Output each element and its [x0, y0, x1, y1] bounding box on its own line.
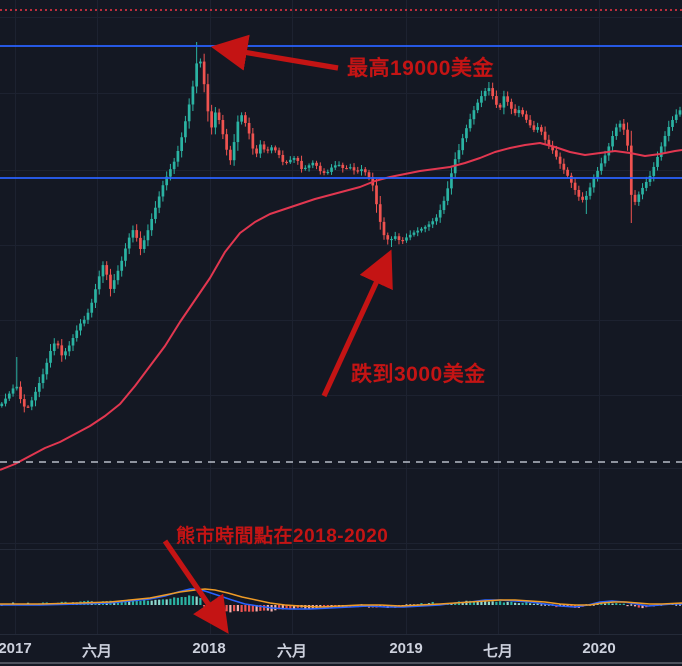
axis-tick-2018: 2018: [192, 640, 226, 657]
window-bottom-edge: [0, 662, 682, 664]
annotation-bear-market-label: 熊市時間點在2018-2020: [176, 521, 388, 548]
pane-borders: [0, 549, 682, 635]
annotation-low-text: 跌到3000美金: [351, 363, 486, 386]
axis-tick-2020: 2020: [582, 640, 616, 657]
annotation-low-label: 跌到3000美金: [351, 358, 486, 388]
axis-tick-jul-2019: 七月: [482, 643, 514, 660]
grid-lines: [0, 0, 682, 634]
annotation-bear-market-text: 熊市時間點在2018-2020: [176, 526, 389, 547]
time-axis[interactable]: 2017 六月 2018 六月 2019 七月 2020: [0, 634, 682, 666]
axis-tick-jun-2017: 六月: [81, 643, 113, 660]
moving-average-line: [0, 142, 682, 471]
axis-tick-2017: 2017: [0, 640, 32, 657]
axis-tick-jun-2018: 六月: [276, 643, 308, 660]
axis-tick-2019: 2019: [389, 640, 423, 657]
annotation-peak-text: 最高19000美金: [347, 57, 494, 80]
annotation-peak-label: 最高19000美金: [347, 52, 494, 82]
annotation-arrows: [162, 34, 393, 634]
level-lines: [0, 9, 682, 463]
